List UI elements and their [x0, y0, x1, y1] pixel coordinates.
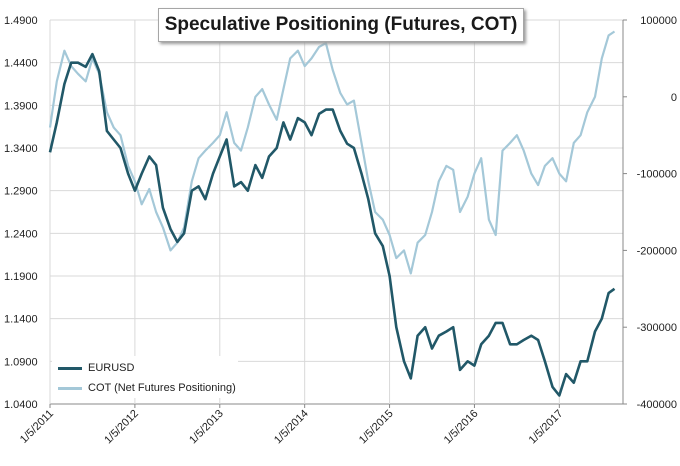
series-layer	[48, 30, 616, 397]
legend-swatch-eurusd	[58, 366, 82, 370]
chart-title: Speculative Positioning (Futures, COT)	[158, 8, 524, 42]
legend-entry-cot: COT (Net Futures Positioning)	[58, 382, 236, 394]
legend-entry-eurusd: EURUSD	[58, 362, 134, 374]
legend-label-eurusd: EURUSD	[88, 362, 135, 374]
right-axis-ticks: 100000 0 -100000 -200000 -300000 -400000	[623, 15, 677, 411]
x-tick-label: 1/5/2014	[272, 408, 311, 447]
series-line-eurusd	[48, 52, 616, 397]
legend-label-cot: COT (Net Futures Positioning)	[88, 382, 236, 394]
left-tick-label: 1.3400	[4, 143, 38, 155]
x-tick-label: 1/5/2011	[18, 408, 56, 446]
left-tick-label: 1.2400	[4, 228, 38, 240]
right-tick-label: 0	[671, 92, 677, 104]
x-tick-label: 1/5/2016	[442, 408, 481, 447]
x-tick-label: 1/5/2017	[527, 408, 566, 447]
left-tick-label: 1.0400	[4, 399, 38, 411]
right-tick-label: -300000	[637, 322, 677, 334]
left-tick-label: 1.4900	[4, 15, 38, 27]
left-tick-label: 1.0900	[4, 356, 38, 368]
x-tick-label: 1/5/2013	[187, 408, 226, 447]
left-tick-label: 1.1900	[4, 271, 38, 283]
left-tick-label: 1.4400	[4, 58, 38, 70]
legend-swatch-cot	[58, 386, 82, 390]
x-axis-ticks: 1/5/2011 1/5/2012 1/5/2013 1/5/2014 1/5/2015…	[18, 404, 566, 447]
series-line-cot	[48, 30, 616, 275]
right-tick-label: 100000	[640, 15, 677, 27]
right-tick-label: -200000	[637, 245, 677, 257]
gridlines	[49, 19, 624, 405]
left-tick-label: 1.2900	[4, 186, 38, 198]
legend: EURUSD COT (Net Futures Positioning)	[52, 356, 238, 398]
right-tick-label: -100000	[637, 169, 677, 181]
x-tick-label: 1/5/2015	[357, 408, 396, 447]
left-axis-ticks: 1.4900 1.4400 1.3900 1.3400 1.2900 1.2400 1.19…	[4, 15, 38, 411]
left-tick-label: 1.3900	[4, 100, 38, 112]
x-tick-label: 1/5/2012	[102, 408, 141, 447]
right-tick-label: -400000	[637, 399, 677, 411]
left-tick-label: 1.1400	[4, 314, 38, 326]
